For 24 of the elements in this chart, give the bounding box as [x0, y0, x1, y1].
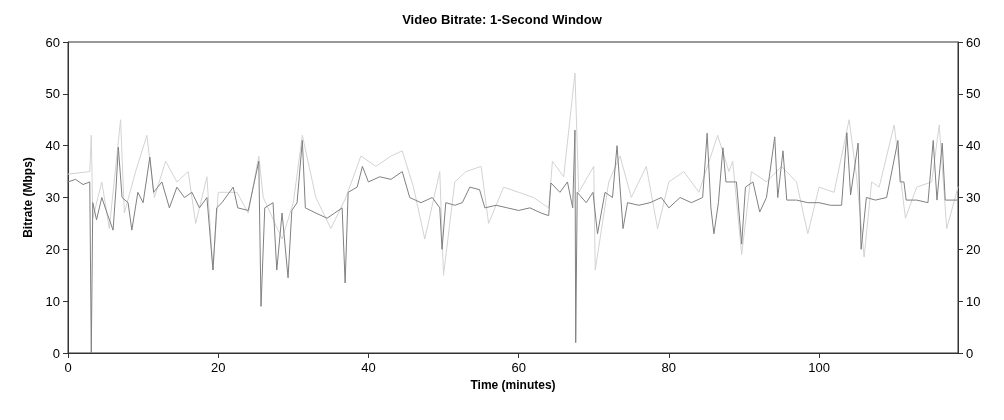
- y-tick-label: 30: [45, 190, 60, 205]
- y2-tick-label: 60: [966, 34, 981, 50]
- x-tick-label: 0: [64, 360, 72, 375]
- x-tick-label: 40: [361, 360, 376, 375]
- x-tick-label: 20: [210, 360, 226, 375]
- y2-tick-label: 0: [966, 345, 974, 361]
- y-tick-label: 0: [52, 345, 60, 361]
- y2-tick-label: 30: [966, 190, 981, 205]
- y-axis-title: Bitrate (Mbps): [21, 157, 35, 238]
- x-axis-title: Time (minutes): [470, 378, 556, 392]
- x-tick-label: 80: [661, 360, 677, 375]
- y-tick-label: 20: [45, 241, 60, 257]
- y2-tick-label: 20: [966, 241, 981, 257]
- y2-tick-label: 50: [966, 86, 981, 102]
- y-tick-label: 50: [45, 86, 60, 102]
- line-series: [67, 72, 959, 276]
- y-tick-label: 60: [45, 34, 60, 50]
- y-tick-label: 40: [45, 138, 60, 154]
- y2-tick-label: 40: [966, 138, 981, 154]
- chart-title: Video Bitrate: 1-Second Window: [402, 12, 603, 27]
- x-tick-label: 100: [808, 360, 830, 375]
- y2-tick-label: 10: [966, 293, 981, 309]
- x-tick-label: 60: [511, 360, 526, 375]
- y-tick-label: 10: [45, 293, 60, 309]
